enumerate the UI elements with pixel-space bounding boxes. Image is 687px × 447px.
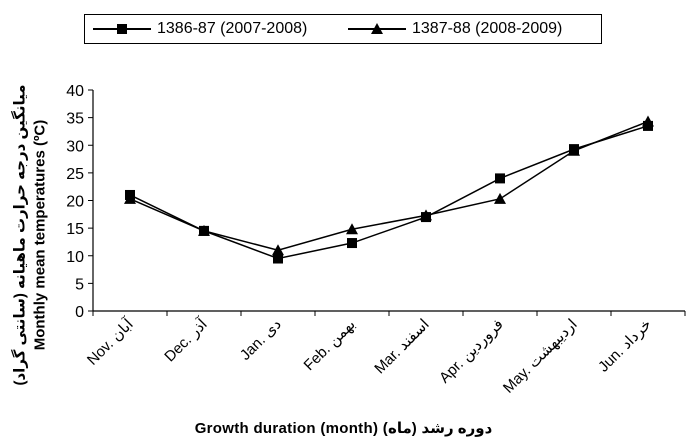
data-point-triangle: 34.3 — [642, 115, 654, 127]
legend-line-series-1 — [93, 24, 151, 34]
x-tick-label: Nov. آبان — [83, 315, 137, 369]
data-point-triangle: 20.3 — [124, 192, 136, 204]
data-point-triangle: 20.3 — [494, 192, 506, 204]
series-line-2 — [129, 120, 649, 252]
data-point-square: 12.3 — [347, 238, 357, 249]
data-point-square: 9.5 — [273, 253, 283, 264]
data-point-triangle: 14.8 — [346, 223, 358, 235]
y-tick-label: 15 — [66, 221, 84, 238]
legend-item-series-2: 1387-88 (2008-2009) — [348, 15, 562, 43]
x-tick-label: Mar. اسفند — [371, 316, 433, 378]
x-tick-label: Dec. آذر — [161, 315, 212, 366]
y-tick-label: 35 — [66, 111, 84, 128]
square-marker-icon — [117, 24, 127, 34]
data-point-square: 24 — [495, 173, 505, 184]
data-point-triangle: 11 — [272, 244, 284, 256]
y-tick-label: 30 — [66, 138, 84, 155]
data-point-triangle: 29 — [568, 144, 580, 156]
y-tick-label: 0 — [75, 304, 84, 321]
x-axis-title: Growth duration (month) (ماه) دوره رشد — [194, 420, 493, 437]
y-axis-title-en: Monthly mean temperatures (ºC) — [32, 119, 49, 351]
y-axis-ticks: 0 5 10 15 20 25 30 35 40 — [66, 83, 93, 321]
legend-line-series-2 — [348, 23, 406, 34]
data-point-triangle: 17.3 — [420, 209, 432, 221]
series-layer: 2114.59.512.3172429.333.520.314.51114.81… — [124, 115, 654, 264]
triangle-marker-icon — [371, 23, 383, 34]
series-2: 20.3 14.5 11 14.8 17.3 20.3 29 34.3 — [124, 115, 654, 256]
legend-label-series-2: 1387-88 (2008-2009) — [412, 20, 563, 37]
x-tick-label: Feb. بهمن — [301, 316, 359, 374]
y-tick-label: 25 — [66, 166, 84, 183]
x-tick-label: Apr. فروردین — [436, 316, 507, 387]
legend-item-series-1: 1386-87 (2007-2008) — [93, 15, 307, 43]
y-tick-label: 10 — [66, 249, 84, 266]
x-tick-label: May. اردیبهشت — [500, 316, 581, 397]
axes — [92, 90, 685, 312]
series-line-1 — [129, 125, 649, 260]
y-tick-label: 40 — [66, 83, 84, 100]
y-tick-label: 20 — [66, 194, 84, 211]
x-tick-label: Jan. دی — [237, 316, 285, 364]
data-point-triangle: 14.5 — [198, 224, 210, 236]
y-tick-label: 5 — [75, 276, 84, 293]
legend: 1386-87 (2007-2008) 1387-88 (2008-2009) — [84, 14, 602, 44]
y-axis-title-fa: میانگین درجه حرارت ماهیانه (سانتی گراد) — [12, 84, 29, 386]
x-tick-label: Jun. خرداد — [595, 316, 655, 376]
legend-label-series-1: 1386-87 (2007-2008) — [157, 20, 308, 37]
y-axis-title: میانگین درجه حرارت ماهیانه (سانتی گراد) … — [8, 70, 54, 400]
series-1: 2114.59.512.3172429.333.5 — [125, 120, 653, 264]
